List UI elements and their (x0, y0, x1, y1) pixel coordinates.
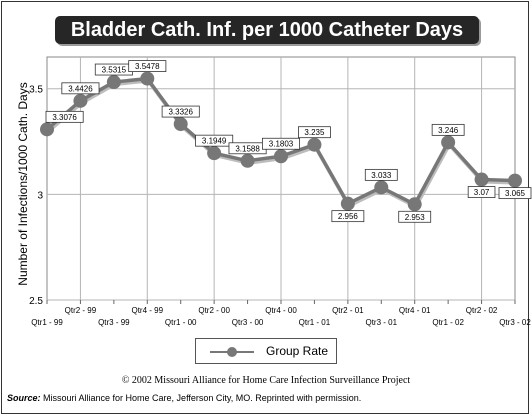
copyright-note: © 2002 Missouri Alliance for Home Care I… (121, 375, 411, 386)
data-label: 3.3076 (52, 113, 77, 122)
data-point (374, 180, 389, 195)
data-point (274, 149, 288, 164)
data-label: 3.5478 (135, 62, 160, 71)
data-point (340, 196, 355, 211)
source-label: Source: (7, 393, 41, 403)
data-label: 3.3326 (168, 108, 193, 117)
data-label-box (467, 186, 496, 198)
x-tick-label: Qtr4 - 99 (131, 306, 163, 315)
data-point (508, 173, 522, 188)
data-label: 3.1588 (235, 144, 260, 153)
x-tick-label: Qtr4 - 01 (399, 306, 431, 315)
data-point (40, 122, 54, 137)
source-text: Missouri Alliance for Home Care, Jeffers… (40, 393, 362, 403)
data-label: 3.033 (371, 171, 392, 180)
x-tick-label: Qtr1 - 01 (299, 318, 331, 327)
data-label: 3.235 (304, 128, 325, 137)
data-label-box (61, 82, 100, 95)
legend: Group Rate (195, 338, 337, 364)
source-note: Source: Missouri Alliance for Home Care,… (7, 393, 361, 403)
y-tick-label: 3 (37, 190, 43, 201)
data-point (240, 153, 255, 168)
data-label-box (331, 210, 365, 223)
data-point (441, 135, 456, 150)
data-point (307, 137, 322, 152)
data-label: 3.07 (474, 188, 490, 197)
x-tick-label: Qtr2 - 02 (466, 306, 498, 315)
data-label: 3.5315 (102, 66, 127, 75)
data-label: 3.1949 (202, 137, 227, 146)
data-label: 2.953 (405, 213, 426, 222)
data-point (207, 146, 222, 161)
data-point (407, 197, 422, 212)
x-tick-label: Qtr3 - 02 (499, 318, 531, 327)
y-tick-label: 3.5 (29, 85, 43, 96)
x-tick-label: Qtr4 - 00 (265, 306, 297, 315)
data-label-box (195, 134, 234, 147)
chart-title: Bladder Cath. Inf. per 1000 Catheter Day… (55, 16, 479, 44)
legend-marker-swatch (227, 347, 237, 357)
data-label-box (298, 126, 331, 139)
x-tick-label: Qtr2 - 99 (65, 306, 97, 315)
x-tick-label: Qtr3 - 99 (98, 318, 130, 327)
data-label-box (431, 123, 465, 136)
data-point (140, 71, 155, 86)
x-tick-label: Qtr1 - 02 (432, 318, 464, 327)
data-label-box (261, 137, 300, 150)
data-label: 2.956 (338, 212, 359, 221)
y-tick-label: 2.5 (29, 296, 43, 307)
data-label: 3.065 (505, 189, 526, 198)
x-tick-label: Qtr1 - 99 (31, 318, 63, 327)
data-label-box (45, 110, 84, 123)
data-point (474, 172, 489, 187)
x-tick-label: Qtr3 - 00 (232, 318, 264, 327)
data-point (173, 117, 188, 132)
data-label-box (128, 60, 167, 72)
data-label: 3.246 (438, 126, 459, 135)
x-tick-label: Qtr3 - 01 (365, 318, 397, 327)
data-label-box (364, 168, 398, 181)
data-label: 3.4426 (68, 84, 93, 93)
data-label-box (161, 105, 200, 118)
x-tick-label: Qtr2 - 01 (332, 306, 364, 315)
data-point (106, 75, 121, 90)
data-point (73, 93, 88, 108)
data-label-box (498, 187, 532, 200)
legend-label: Group Rate (266, 344, 329, 358)
x-tick-label: Qtr2 - 00 (198, 306, 230, 315)
data-label-box (398, 210, 432, 223)
x-tick-label: Qtr1 - 00 (165, 318, 197, 327)
data-label: 3.1803 (269, 140, 294, 149)
